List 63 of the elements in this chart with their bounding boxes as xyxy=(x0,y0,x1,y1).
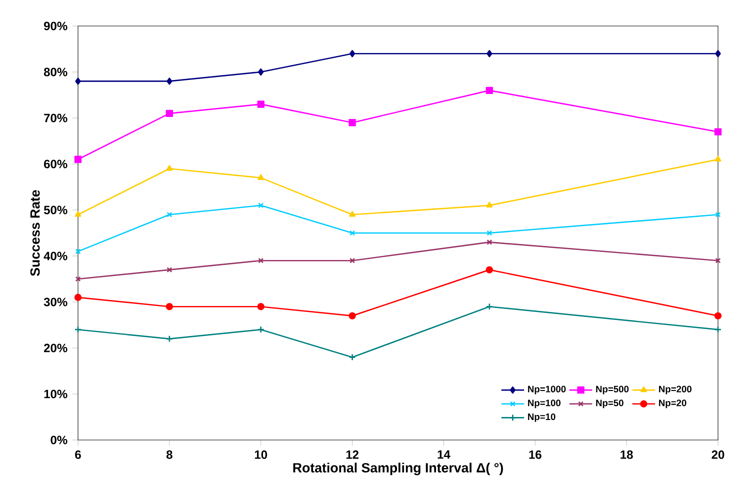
point xyxy=(166,110,174,118)
legend-label: Np=500 xyxy=(596,386,629,394)
x-tick-label: 6 xyxy=(75,450,81,459)
point xyxy=(349,50,356,58)
point xyxy=(486,303,494,310)
y-tick-label: 90% xyxy=(44,22,68,30)
point xyxy=(258,202,264,208)
y-tick-label: 50% xyxy=(44,206,68,214)
point xyxy=(486,50,492,58)
y-tick-label: 20% xyxy=(44,344,68,352)
point xyxy=(166,78,172,85)
x-tick-label: 20 xyxy=(712,450,724,459)
point xyxy=(486,202,493,208)
legend-label: Np=100 xyxy=(528,400,561,408)
y-tick-label: 10% xyxy=(44,390,68,398)
point xyxy=(257,100,264,108)
x-tick-label: 18 xyxy=(620,450,633,459)
point xyxy=(166,303,174,310)
x-tick-label: 8 xyxy=(166,450,172,459)
point xyxy=(349,211,356,217)
y-tick-label: 30% xyxy=(44,298,68,306)
legend-label: Np=1000 xyxy=(528,386,566,394)
y-tick-label: 0% xyxy=(50,436,68,444)
y-tick-label: 40% xyxy=(44,252,68,260)
point xyxy=(166,267,172,273)
y-tick-label: 60% xyxy=(44,160,68,168)
y-tick-label: 70% xyxy=(44,114,68,122)
legend-label: Np=200 xyxy=(659,386,692,394)
point xyxy=(348,312,356,320)
x-tick-label: 10 xyxy=(254,450,268,459)
point xyxy=(258,68,264,76)
point xyxy=(486,86,494,94)
point xyxy=(257,303,264,310)
point xyxy=(166,165,173,171)
point xyxy=(714,128,722,136)
x-tick-label: 16 xyxy=(529,450,542,459)
point xyxy=(258,174,264,180)
x-tick-label: 12 xyxy=(346,450,358,459)
legend-label: Np=50 xyxy=(596,400,624,408)
point xyxy=(74,211,82,217)
point xyxy=(348,354,356,361)
y-axis-title: Success Rate xyxy=(30,190,40,276)
point xyxy=(74,294,82,302)
point xyxy=(348,119,356,126)
point xyxy=(74,156,82,164)
legend-label: Np=20 xyxy=(659,400,686,408)
point xyxy=(166,335,174,342)
point xyxy=(257,326,264,334)
y-tick-label: 80% xyxy=(44,68,68,76)
point xyxy=(258,258,264,264)
x-axis-title: Rotational Sampling Interval Δ( °) xyxy=(293,462,503,476)
point xyxy=(486,239,492,245)
legend-label: Np=10 xyxy=(528,413,556,422)
point xyxy=(714,156,722,162)
point xyxy=(715,50,721,58)
point xyxy=(166,212,172,218)
point xyxy=(350,230,356,236)
point xyxy=(75,78,81,85)
x-tick-label: 14 xyxy=(438,450,450,459)
point xyxy=(350,258,356,264)
point xyxy=(486,230,492,236)
point xyxy=(486,266,494,274)
point xyxy=(714,312,722,320)
